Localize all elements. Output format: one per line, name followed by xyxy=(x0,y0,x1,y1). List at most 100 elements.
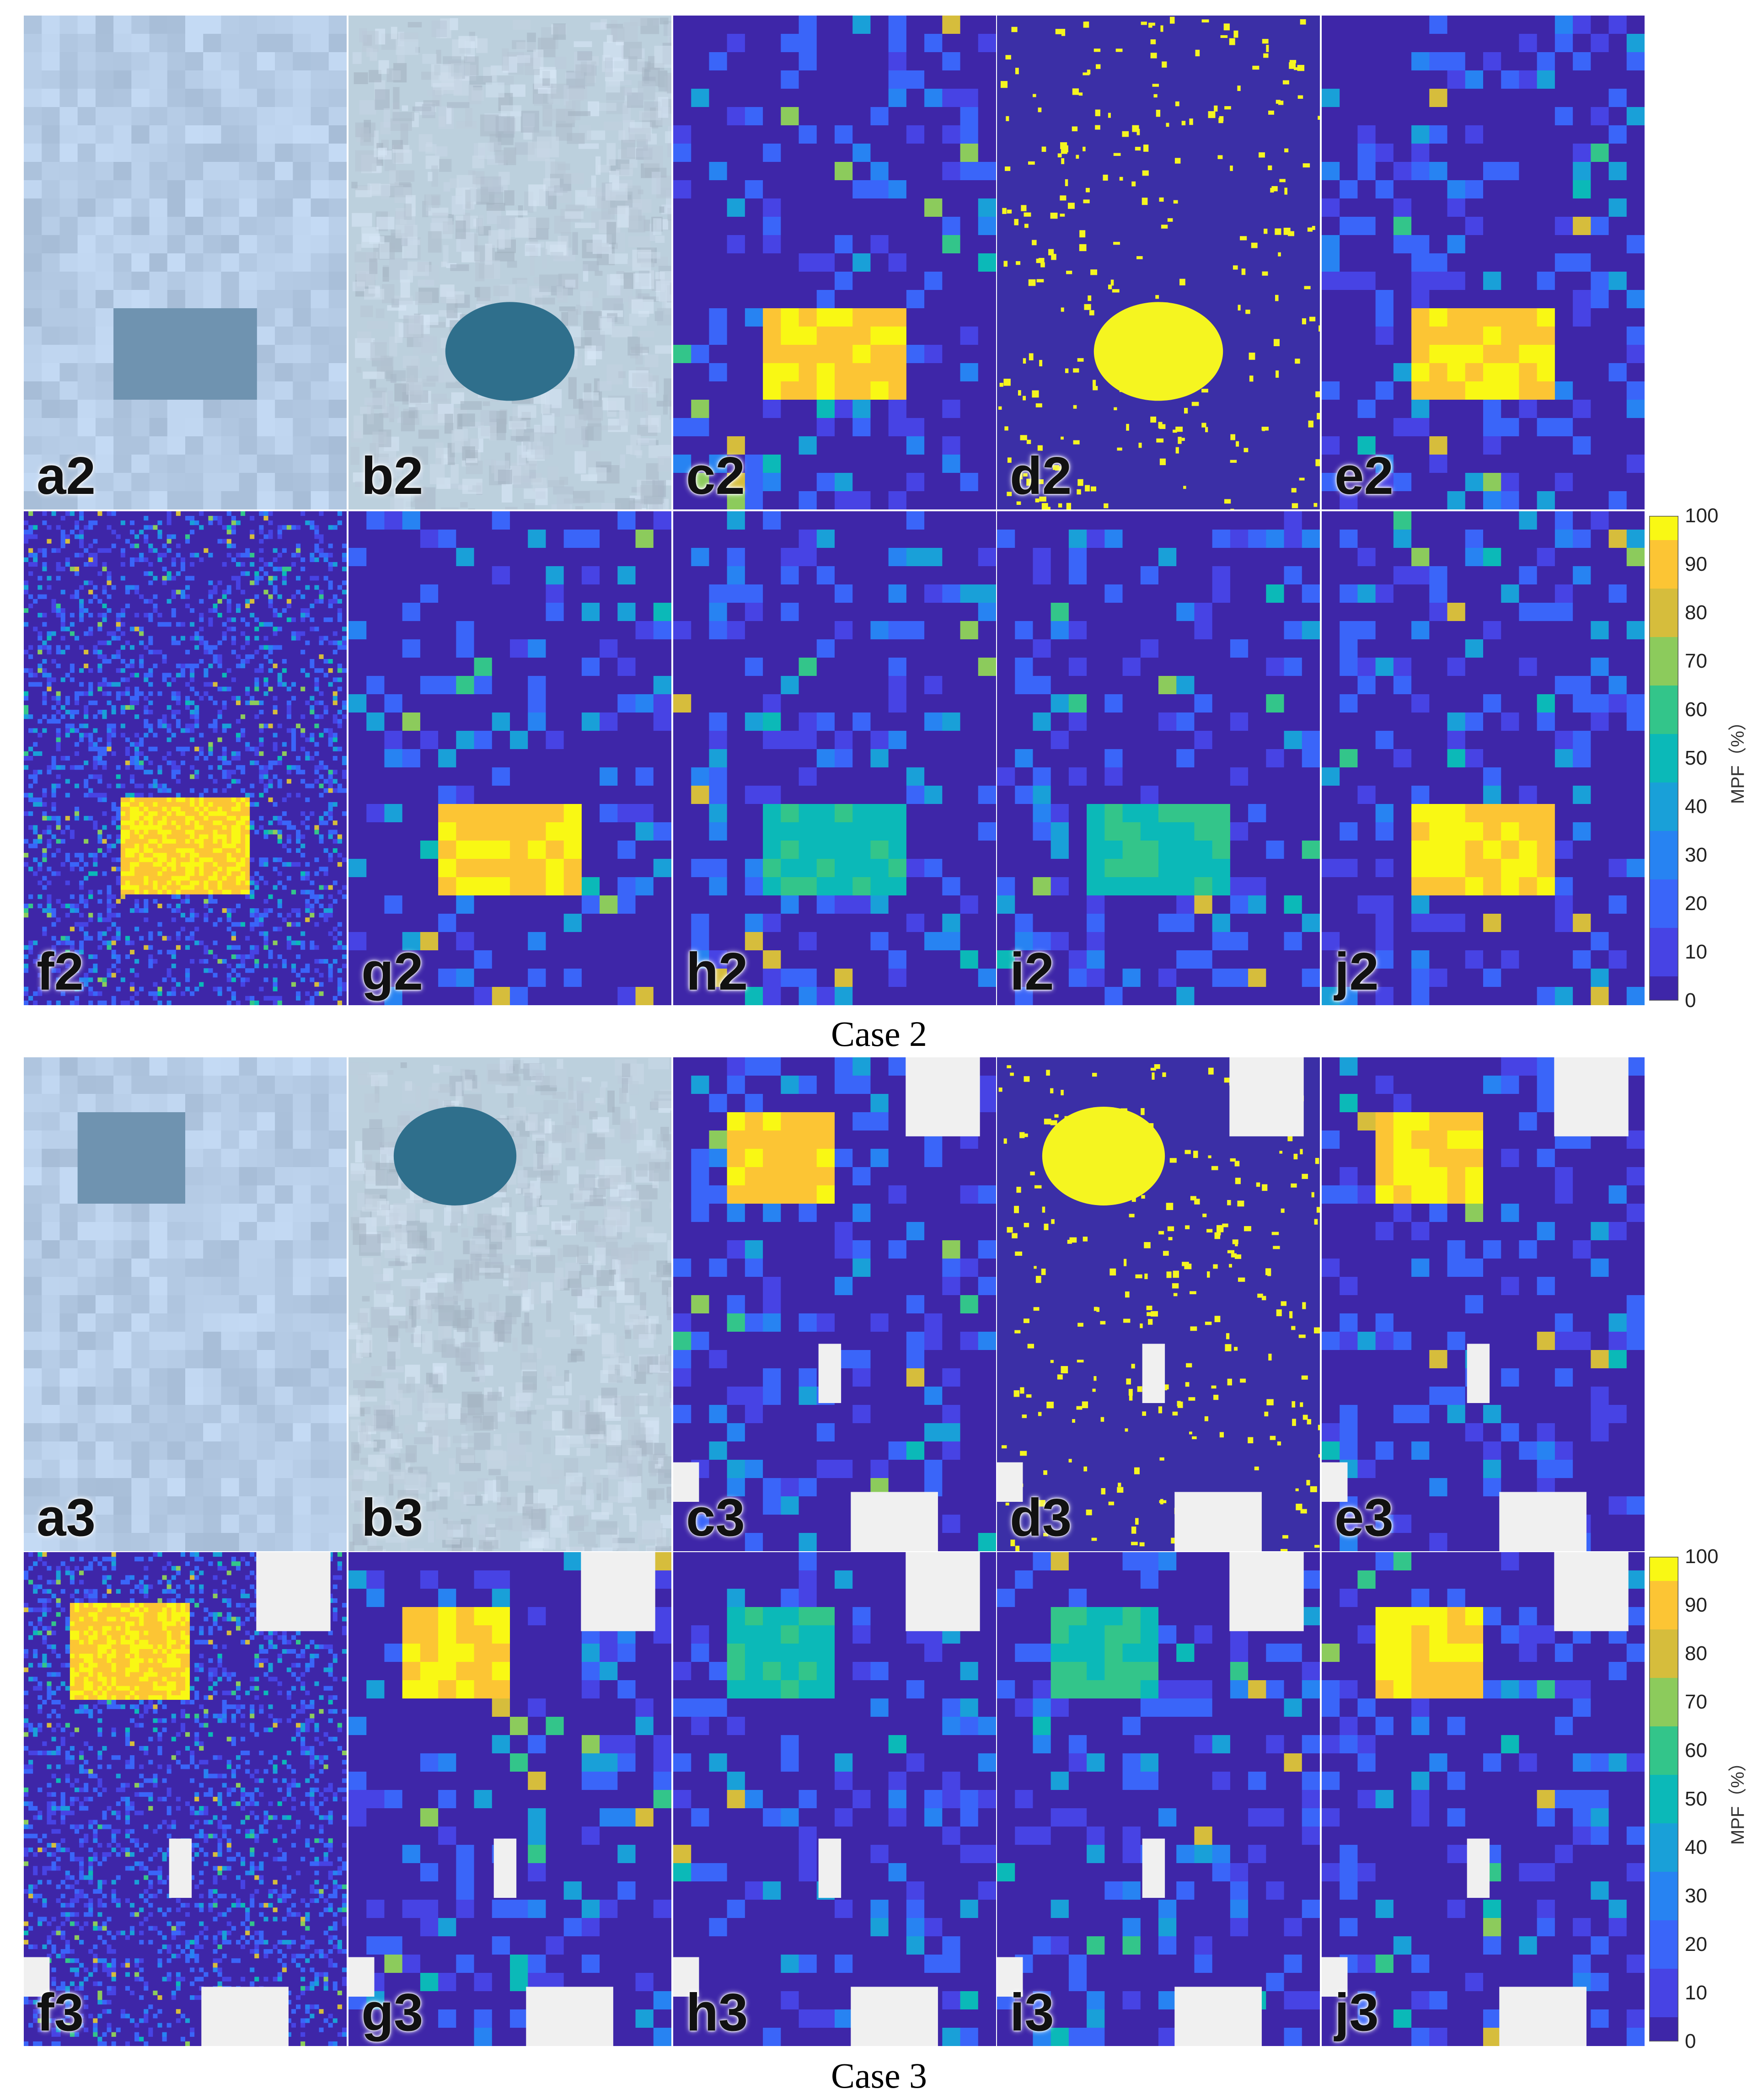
panel-image-g2 xyxy=(348,511,671,1005)
panel-image-f3 xyxy=(24,1552,347,2046)
colorbar-tick-label: 80 xyxy=(1685,603,1707,623)
panel-label: c3 xyxy=(686,1491,745,1544)
masked-area xyxy=(1174,1492,1262,1551)
masked-area xyxy=(1467,1838,1490,1898)
colorbar-tick-label: 90 xyxy=(1685,554,1707,574)
masked-area xyxy=(997,1957,1023,1997)
case-caption: Case 3 xyxy=(0,2058,1758,2094)
colorbar-tick-label: 10 xyxy=(1685,942,1707,962)
panel-e2: e2 xyxy=(1322,16,1645,509)
masked-area xyxy=(818,1838,841,1898)
panel-label: j3 xyxy=(1335,1986,1379,2039)
masked-area xyxy=(1322,1957,1348,1997)
colorbar-title: MPF（%） xyxy=(1728,1753,1748,1845)
panel-image-c2 xyxy=(673,16,996,509)
colorbar-tick-label: 0 xyxy=(1685,2031,1696,2052)
masked-area xyxy=(256,1552,331,1631)
panel-c3: c3 xyxy=(673,1057,996,1551)
colorbar-tick-label: 30 xyxy=(1685,1886,1707,1906)
panel-image-i2 xyxy=(997,511,1320,1005)
panel-image-b3 xyxy=(348,1057,671,1551)
masked-area xyxy=(1499,1492,1586,1551)
colorbar-tick-label: 0 xyxy=(1685,991,1696,1011)
colorbar xyxy=(1649,516,1678,1001)
panel-i2: i2 xyxy=(997,511,1320,1005)
panel-label: b3 xyxy=(361,1491,423,1544)
colorbar-tick-label: 70 xyxy=(1685,651,1707,671)
panel-e3: e3 xyxy=(1322,1057,1645,1551)
panel-label: h2 xyxy=(686,945,748,998)
panel-label: c2 xyxy=(686,449,745,502)
panel-label: f2 xyxy=(37,945,84,998)
melt-pond xyxy=(1093,302,1223,401)
masked-area xyxy=(201,1987,289,2046)
colorbar-tick-label: 20 xyxy=(1685,894,1707,914)
colorbar-tick-label: 100 xyxy=(1685,506,1718,526)
colorbar-tick-label: 50 xyxy=(1685,748,1707,768)
panel-image-b2 xyxy=(348,16,671,509)
panel-image-g3 xyxy=(348,1552,671,2046)
masked-area xyxy=(1229,1552,1304,1631)
panel-j2: j2 xyxy=(1322,511,1645,1005)
panel-a3: a3 xyxy=(24,1057,347,1551)
colorbar-tick-label: 40 xyxy=(1685,797,1707,817)
masked-area xyxy=(673,1957,699,1997)
panel-image-f2 xyxy=(24,511,347,1005)
panel-label: d3 xyxy=(1010,1491,1072,1544)
colorbar-tick-label: 60 xyxy=(1685,1741,1707,1761)
masked-area xyxy=(1554,1057,1629,1136)
panel-image-c3 xyxy=(673,1057,996,1551)
colorbar-tick-label: 70 xyxy=(1685,1692,1707,1712)
masked-area xyxy=(1499,1987,1586,2046)
colorbar-tick-label: 10 xyxy=(1685,1983,1707,2003)
masked-area xyxy=(906,1552,980,1631)
colorbar xyxy=(1649,1557,1678,2041)
masked-area xyxy=(1322,1462,1348,1502)
case-caption: Case 2 xyxy=(0,1016,1758,1052)
panel-label: b2 xyxy=(361,449,423,502)
panel-image-a3 xyxy=(24,1057,347,1551)
melt-pond xyxy=(393,1107,517,1205)
masked-area xyxy=(997,1462,1023,1502)
colorbar-tick-label: 20 xyxy=(1685,1934,1707,1955)
melt-pond xyxy=(1042,1107,1165,1205)
panel-f2: f2 xyxy=(24,511,347,1005)
panel-label: a3 xyxy=(37,1491,96,1544)
panel-h3: h3 xyxy=(673,1552,996,2046)
panel-image-e2 xyxy=(1322,16,1645,509)
panel-label: g3 xyxy=(361,1986,423,2039)
panel-image-d3 xyxy=(997,1057,1320,1551)
masked-area xyxy=(906,1057,980,1136)
panel-b3: b3 xyxy=(348,1057,671,1551)
panel-image-h3 xyxy=(673,1552,996,2046)
panel-image-h2 xyxy=(673,511,996,1005)
colorbar-tick-label: 60 xyxy=(1685,700,1707,720)
panel-label: h3 xyxy=(686,1986,748,2039)
masked-area xyxy=(673,1462,699,1502)
panel-label: a2 xyxy=(37,449,96,502)
panel-label: i2 xyxy=(1010,945,1054,998)
panel-label: e2 xyxy=(1335,449,1394,502)
masked-area xyxy=(1229,1057,1304,1136)
colorbar-tick-label: 50 xyxy=(1685,1789,1707,1809)
panel-d2: d2 xyxy=(997,16,1320,509)
colorbar-tick-label: 90 xyxy=(1685,1595,1707,1615)
colorbar-tick-label: 80 xyxy=(1685,1644,1707,1664)
masked-area xyxy=(1142,1838,1165,1898)
masked-area xyxy=(1554,1552,1629,1631)
masked-area xyxy=(24,1957,50,1997)
panel-j3: j3 xyxy=(1322,1552,1645,2046)
masked-area xyxy=(348,1957,375,1997)
masked-area xyxy=(1174,1987,1262,2046)
panel-a2: a2 xyxy=(24,16,347,509)
panel-i3: i3 xyxy=(997,1552,1320,2046)
panel-g3: g3 xyxy=(348,1552,671,2046)
masked-area xyxy=(851,1987,938,2046)
panel-label: e3 xyxy=(1335,1491,1394,1544)
panel-h2: h2 xyxy=(673,511,996,1005)
panel-d3: d3 xyxy=(997,1057,1320,1551)
panel-b2: b2 xyxy=(348,16,671,509)
colorbar-tick-label: 40 xyxy=(1685,1838,1707,1858)
panel-image-j2 xyxy=(1322,511,1645,1005)
colorbar-tick-label: 30 xyxy=(1685,845,1707,865)
